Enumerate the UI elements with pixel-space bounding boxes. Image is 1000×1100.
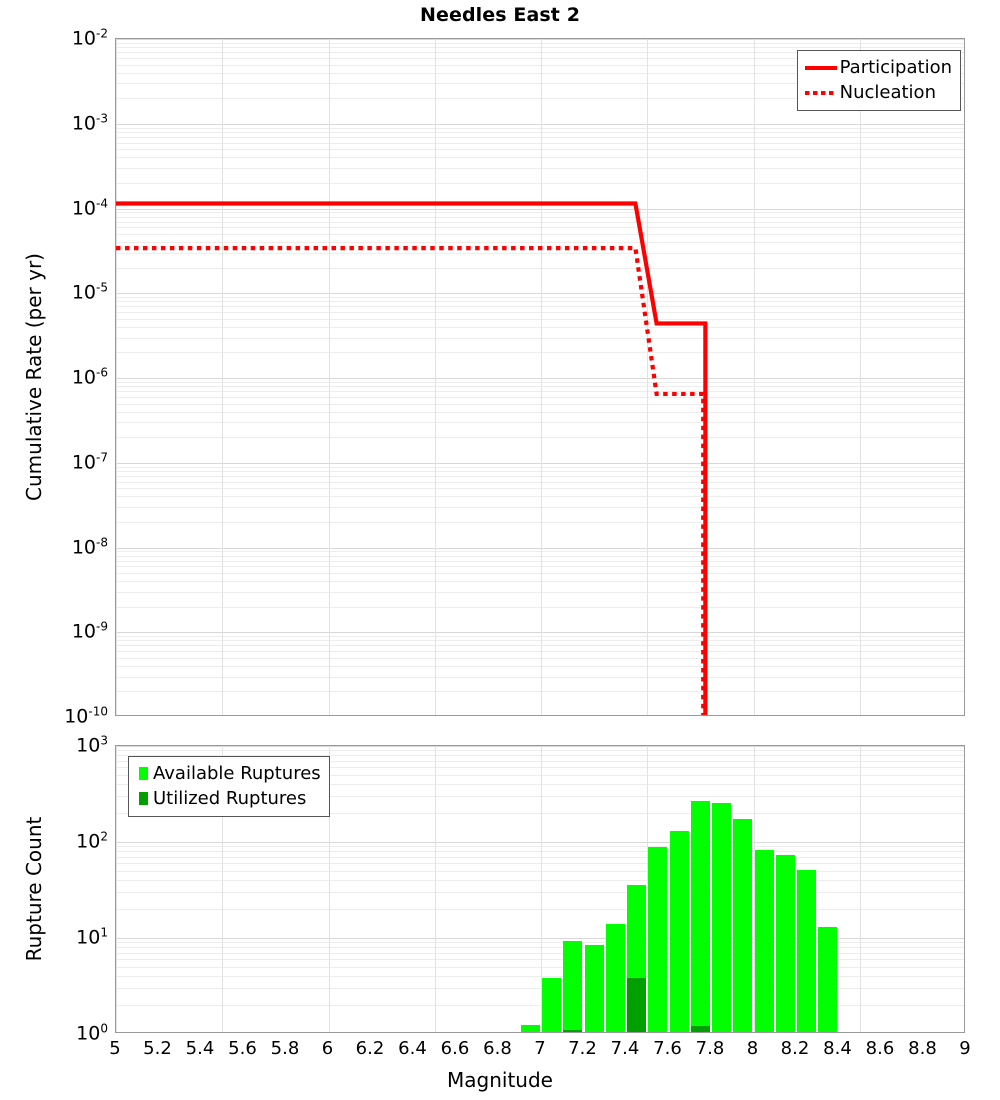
legend-item-participation: Participation [804,55,952,80]
utilized-swatch-icon [135,792,151,805]
top-series-layer [116,39,964,715]
legend-label: Participation [840,57,952,78]
available-rupture-bar [606,924,625,1032]
page-title: Needles East 2 [0,4,1000,26]
top-y-axis-title: Cumulative Rate (per yr) [22,253,46,501]
x-tick-label: 8.6 [866,1038,895,1059]
x-tick-label: 6.4 [398,1038,427,1059]
x-tick-label: 6.2 [356,1038,385,1059]
x-tick-label: 8.8 [908,1038,937,1059]
available-rupture-bar [818,927,837,1032]
available-rupture-bar [691,801,710,1032]
available-rupture-bar [733,819,752,1032]
x-tick-label: 7.8 [696,1038,725,1059]
x-tick-label: 5.2 [143,1038,172,1059]
available-rupture-bar [585,945,604,1032]
x-tick-label: 5 [109,1038,120,1059]
solid-line-icon [804,66,838,70]
cumulative-rate-plot: Participation Nucleation [115,38,965,716]
chart-page: Needles East 2 Participation Nucleation … [0,0,1000,1100]
available-rupture-bar [521,1025,540,1032]
available-rupture-bar [797,870,816,1032]
x-tick-label: 8.4 [823,1038,852,1059]
available-rupture-bar [670,831,689,1032]
x-tick-label: 6.8 [483,1038,512,1059]
utilized-rupture-bar [563,1030,582,1032]
x-tick-label: 8 [747,1038,758,1059]
available-rupture-bar [542,978,561,1032]
x-tick-label: 7.2 [568,1038,597,1059]
x-tick-label: 8.2 [781,1038,810,1059]
available-rupture-bar [712,803,731,1032]
x-tick-label: 7.6 [653,1038,682,1059]
y-tick-label: 101 [76,925,108,948]
available-rupture-bar [755,850,774,1032]
rupture-count-plot: Available Ruptures Utilized Ruptures [115,745,965,1033]
y-tick-label: 100 [76,1021,108,1044]
x-tick-label: 5.4 [186,1038,215,1059]
utilized-rupture-bar [691,1026,710,1032]
x-tick-label: 6.6 [441,1038,470,1059]
legend-item-available-ruptures: Available Ruptures [135,761,321,786]
legend-item-nucleation: Nucleation [804,80,952,105]
legend-label: Nucleation [840,82,936,103]
dotted-line-icon [804,91,838,95]
available-rupture-bar [563,941,582,1032]
x-tick-label: 5.8 [271,1038,300,1059]
y-tick-label: 102 [76,829,108,852]
x-tick-label: 9 [959,1038,970,1059]
nucleation-curve [116,248,703,715]
bottom-legend: Available Ruptures Utilized Ruptures [128,756,330,817]
available-rupture-bar [776,855,795,1032]
utilized-rupture-bar [627,978,646,1032]
x-tick-label: 5.6 [228,1038,257,1059]
available-rupture-bar [648,847,667,1032]
participation-curve [116,204,705,715]
available-swatch-icon [135,767,151,780]
legend-item-utilized-ruptures: Utilized Ruptures [135,786,321,811]
x-tick-label: 6 [322,1038,333,1059]
y-tick-label: 103 [76,733,108,756]
legend-label: Utilized Ruptures [153,788,306,809]
x-tick-label: 7 [534,1038,545,1059]
top-legend: Participation Nucleation [797,50,961,111]
x-tick-label: 7.4 [611,1038,640,1059]
x-axis-title: Magnitude [0,1068,1000,1092]
legend-label: Available Ruptures [153,763,321,784]
bottom-y-axis-ticks: 103 102 101 100 [0,0,108,1100]
bottom-y-axis-title: Rupture Count [22,817,46,962]
